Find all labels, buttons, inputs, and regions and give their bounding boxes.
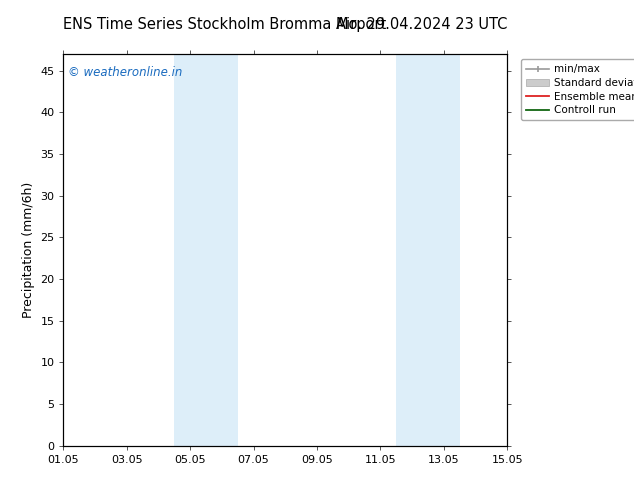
Text: Mo. 29.04.2024 23 UTC: Mo. 29.04.2024 23 UTC: [336, 17, 507, 32]
Text: © weatheronline.in: © weatheronline.in: [68, 66, 182, 79]
Y-axis label: Precipitation (mm/6h): Precipitation (mm/6h): [22, 182, 35, 318]
Bar: [396, 54, 428, 446]
Bar: [174, 54, 198, 446]
Bar: [428, 54, 460, 446]
Legend: min/max, Standard deviation, Ensemble mean run, Controll run: min/max, Standard deviation, Ensemble me…: [521, 59, 634, 121]
Text: ENS Time Series Stockholm Bromma Airport: ENS Time Series Stockholm Bromma Airport: [63, 17, 387, 32]
Bar: [198, 54, 238, 446]
